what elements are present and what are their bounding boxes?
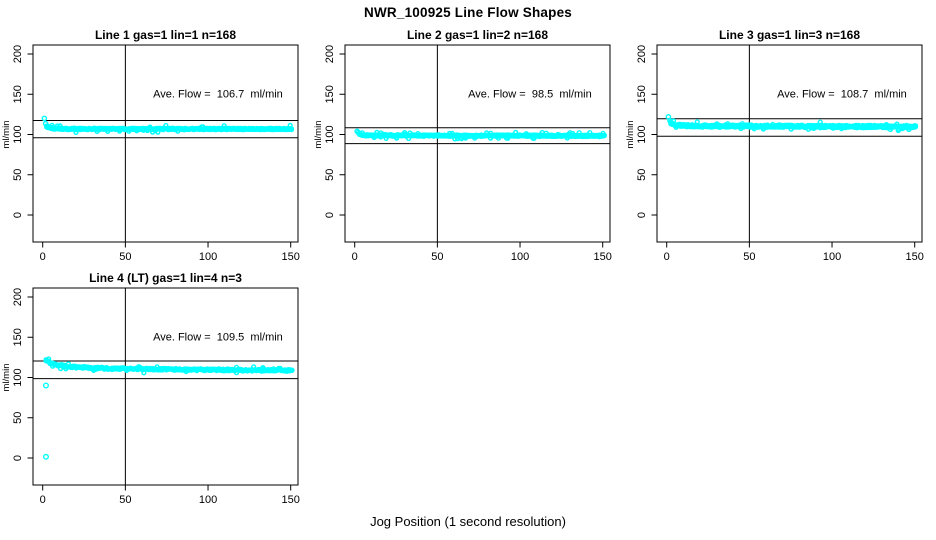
subplot-canvas: Line 4 (LT) gas=1 lin=4 n=3 0 50 100 150 200 0… xyxy=(1,271,300,506)
x-axis-label: Jog Position (1 second resolution) xyxy=(370,514,566,529)
x-tick-label: 150 xyxy=(282,494,300,506)
subplot-title: Line 4 (LT) gas=1 lin=4 n=3 xyxy=(89,271,242,285)
flow-data-points xyxy=(354,128,607,142)
y-axis-label: ml/min xyxy=(625,121,636,149)
figure-title: NWR_100925 Line Flow Shapes xyxy=(364,5,572,20)
flow-point xyxy=(41,115,48,122)
subplot-line-3: Line 3 gas=1 lin=3 n=168 0 50 100 150 200 0 50 1… xyxy=(624,28,936,271)
y-axis-label: ml/min xyxy=(1,121,12,149)
average-flow-annotation: Ave. Flow = 109.5 ml/min xyxy=(153,331,283,343)
plot-box xyxy=(656,44,923,243)
average-flow-annotation: Ave. Flow = 108.7 ml/min xyxy=(777,88,907,100)
x-tick-label: 50 xyxy=(119,251,131,263)
y-tick-label: 150 xyxy=(636,85,648,103)
flow-point xyxy=(42,120,49,127)
y-tick-label: 100 xyxy=(636,125,648,143)
flow-point xyxy=(356,130,363,137)
y-tick-label: 200 xyxy=(324,45,336,63)
y-tick-label: 0 xyxy=(12,455,24,461)
subplot-title: Line 1 gas=1 lin=1 n=168 xyxy=(95,28,236,42)
x-tick-label: 150 xyxy=(282,251,300,263)
x-tick-label: 150 xyxy=(594,251,612,263)
y-tick-label: 150 xyxy=(12,328,24,346)
flow-point xyxy=(43,453,50,460)
subplot-line-1: Line 1 gas=1 lin=1 n=168 0 50 100 150 200 0 50 1… xyxy=(0,28,312,271)
y-axis-label: ml/min xyxy=(313,121,324,149)
y-tick-label: 50 xyxy=(12,169,24,181)
y-tick-label: 150 xyxy=(324,85,336,103)
y-tick-label: 100 xyxy=(12,368,24,386)
flow-point xyxy=(601,133,607,139)
subplot-title: Line 2 gas=1 lin=2 n=168 xyxy=(407,28,548,42)
y-tick-label: 50 xyxy=(12,412,24,424)
subplot-line-4: Line 4 (LT) gas=1 lin=4 n=3 0 50 100 150 200 0… xyxy=(0,271,312,514)
x-tick-label: 50 xyxy=(743,251,755,263)
y-tick-label: 100 xyxy=(324,125,336,143)
subplot-canvas: Line 2 gas=1 lin=2 n=168 0 50 100 150 200 0 50 1… xyxy=(313,28,612,263)
x-tick-label: 100 xyxy=(199,494,217,506)
x-tick-label: 50 xyxy=(431,251,443,263)
y-tick-label: 150 xyxy=(12,85,24,103)
flow-data-points xyxy=(43,356,295,460)
plot-box xyxy=(32,287,299,486)
x-tick-label: 0 xyxy=(40,251,46,263)
flow-data-points xyxy=(41,115,295,135)
x-tick-label: 50 xyxy=(119,494,131,506)
subplot-line-2: Line 2 gas=1 lin=2 n=168 0 50 100 150 200 0 50 1… xyxy=(312,28,624,271)
x-tick-label: 150 xyxy=(906,251,924,263)
flow-point xyxy=(43,382,50,389)
y-tick-label: 0 xyxy=(324,212,336,218)
y-tick-label: 50 xyxy=(324,169,336,181)
x-tick-label: 0 xyxy=(664,251,670,263)
plot-box xyxy=(344,44,611,243)
flow-point xyxy=(289,367,295,373)
subplot-canvas: Line 3 gas=1 lin=3 n=168 0 50 100 150 200 0 50 1… xyxy=(625,28,924,263)
flow-point xyxy=(667,118,673,124)
y-tick-label: 0 xyxy=(12,212,24,218)
y-tick-label: 50 xyxy=(636,169,648,181)
flow-point xyxy=(288,126,295,132)
average-flow-annotation: Ave. Flow = 106.7 ml/min xyxy=(153,88,283,100)
x-tick-label: 100 xyxy=(199,251,217,263)
flow-data-points xyxy=(665,114,919,134)
y-tick-label: 0 xyxy=(636,212,648,218)
y-axis-label: ml/min xyxy=(1,364,12,392)
x-tick-label: 0 xyxy=(40,494,46,506)
y-tick-label: 200 xyxy=(12,288,24,306)
y-tick-label: 100 xyxy=(12,125,24,143)
subplot-title: Line 3 gas=1 lin=3 n=168 xyxy=(719,28,860,42)
x-tick-label: 100 xyxy=(511,251,529,263)
flow-point xyxy=(912,123,919,129)
y-tick-label: 200 xyxy=(636,45,648,63)
average-flow-annotation: Ave. Flow = 98.5 ml/min xyxy=(468,88,592,100)
subplot-canvas: Line 1 gas=1 lin=1 n=168 0 50 100 150 200 0 50 1… xyxy=(1,28,300,263)
x-tick-label: 100 xyxy=(823,251,841,263)
x-tick-label: 0 xyxy=(352,251,358,263)
y-tick-label: 200 xyxy=(12,45,24,63)
plot-box xyxy=(32,44,299,243)
